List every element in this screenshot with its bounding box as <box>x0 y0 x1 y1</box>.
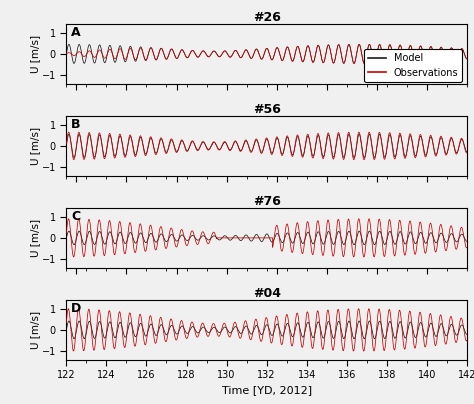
Y-axis label: U [m/s]: U [m/s] <box>30 127 40 165</box>
Text: A: A <box>71 26 81 39</box>
X-axis label: Time [YD, 2012]: Time [YD, 2012] <box>221 385 312 396</box>
Y-axis label: U [m/s]: U [m/s] <box>30 35 40 73</box>
Legend: Model, Observations: Model, Observations <box>365 49 462 82</box>
Y-axis label: U [m/s]: U [m/s] <box>30 219 40 257</box>
Y-axis label: U [m/s]: U [m/s] <box>30 311 40 349</box>
Text: C: C <box>71 210 80 223</box>
Title: #56: #56 <box>253 103 281 116</box>
Title: #26: #26 <box>253 11 281 24</box>
Title: #04: #04 <box>253 287 281 300</box>
Text: B: B <box>71 118 81 131</box>
Title: #76: #76 <box>253 195 281 208</box>
Text: D: D <box>71 302 82 315</box>
